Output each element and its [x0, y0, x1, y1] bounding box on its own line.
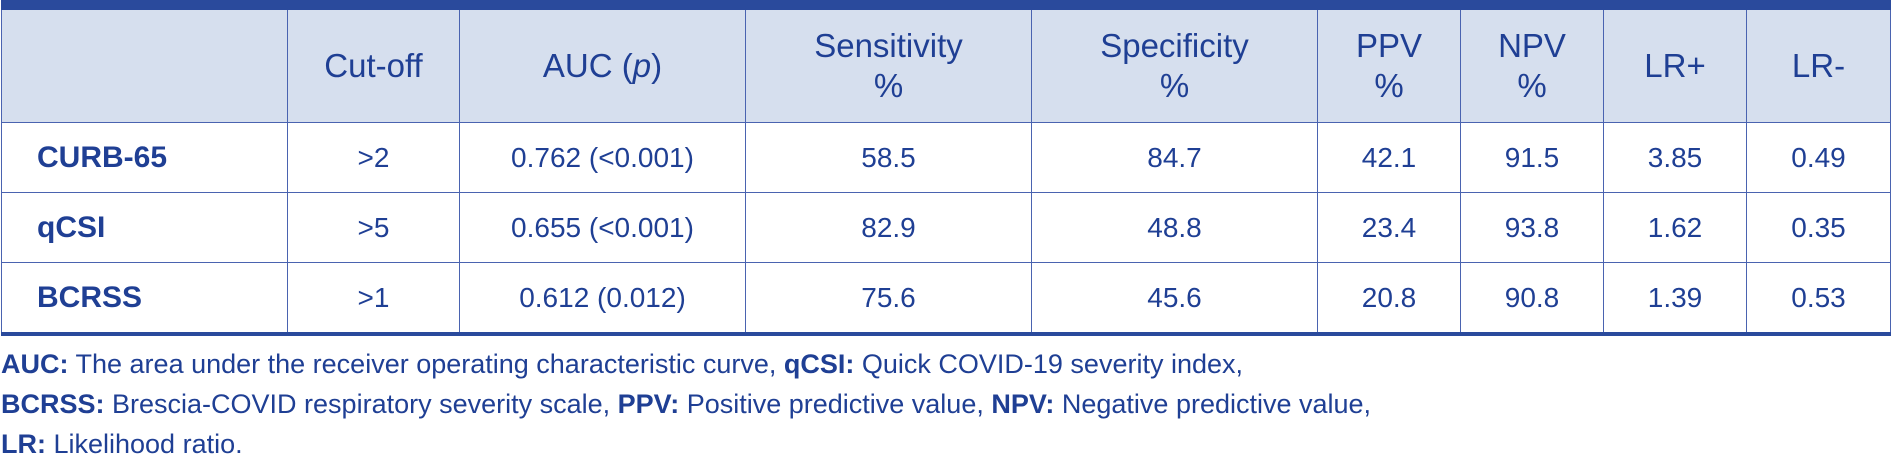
- header-row: Cut-off AUC (p) Sensitivity % Specificit…: [1, 5, 1891, 123]
- header-ppv: PPV %: [1317, 5, 1461, 123]
- footnote-text: Quick COVID-19 severity index,: [854, 349, 1244, 379]
- footnote-term: PPV:: [617, 389, 680, 419]
- cell-sensitivity: 82.9: [745, 192, 1032, 263]
- row-label-bcrss: BCRSS: [1, 262, 288, 334]
- table-footnote: AUC: The area under the receiver operati…: [1, 344, 1401, 464]
- table-row: BCRSS >1 0.612 (0.012) 75.6 45.6 20.8 90…: [1, 262, 1891, 334]
- footnote-term: NPV:: [991, 389, 1055, 419]
- cell-ppv: 42.1: [1317, 122, 1461, 193]
- cell-npv: 93.8: [1460, 192, 1604, 263]
- cell-auc: 0.762 (<0.001): [459, 122, 746, 193]
- results-table: Cut-off AUC (p) Sensitivity % Specificit…: [1, 0, 1891, 336]
- cell-lr-minus: 0.35: [1746, 192, 1891, 263]
- footnote-text: Negative predictive value,: [1054, 389, 1372, 419]
- footnote-term: BCRSS:: [1, 389, 105, 419]
- cell-cutoff: >5: [287, 192, 460, 263]
- cell-lr-plus: 1.62: [1603, 192, 1747, 263]
- footnote-text: Positive predictive value,: [679, 389, 992, 419]
- header-lr-minus: LR-: [1746, 5, 1891, 123]
- cell-auc: 0.612 (0.012): [459, 262, 746, 334]
- footnote-text: The area under the receiver operating ch…: [68, 349, 784, 379]
- cell-specificity: 45.6: [1031, 262, 1318, 334]
- cell-npv: 90.8: [1460, 262, 1604, 334]
- cell-sensitivity: 58.5: [745, 122, 1032, 193]
- cell-specificity: 84.7: [1031, 122, 1318, 193]
- cell-lr-minus: 0.49: [1746, 122, 1891, 193]
- header-lr-plus: LR+: [1603, 5, 1747, 123]
- footnote-text: Brescia-COVID respiratory severity scale…: [104, 389, 618, 419]
- header-specificity: Specificity %: [1031, 5, 1318, 123]
- table-row: qCSI >5 0.655 (<0.001) 82.9 48.8 23.4 93…: [1, 192, 1891, 263]
- header-auc: AUC (p): [459, 5, 746, 123]
- cell-lr-plus: 3.85: [1603, 122, 1747, 193]
- footnote-term: LR:: [1, 429, 46, 459]
- cell-auc: 0.655 (<0.001): [459, 192, 746, 263]
- header-blank: [1, 5, 288, 123]
- footnote-term: AUC:: [1, 349, 69, 379]
- cell-npv: 91.5: [1460, 122, 1604, 193]
- cell-ppv: 20.8: [1317, 262, 1461, 334]
- footnote-text: Likelihood ratio.: [45, 429, 243, 459]
- cell-ppv: 23.4: [1317, 192, 1461, 263]
- header-npv: NPV %: [1460, 5, 1604, 123]
- row-label-qcsi: qCSI: [1, 192, 288, 263]
- table-row: CURB-65 >2 0.762 (<0.001) 58.5 84.7 42.1…: [1, 122, 1891, 193]
- header-sensitivity: Sensitivity %: [745, 5, 1032, 123]
- header-cutoff: Cut-off: [287, 5, 460, 123]
- cell-cutoff: >1: [287, 262, 460, 334]
- footnote-term: qCSI:: [783, 349, 855, 379]
- cell-lr-plus: 1.39: [1603, 262, 1747, 334]
- cell-lr-minus: 0.53: [1746, 262, 1891, 334]
- row-label-curb-65: CURB-65: [1, 122, 288, 193]
- cell-cutoff: >2: [287, 122, 460, 193]
- cell-sensitivity: 75.6: [745, 262, 1032, 334]
- cell-specificity: 48.8: [1031, 192, 1318, 263]
